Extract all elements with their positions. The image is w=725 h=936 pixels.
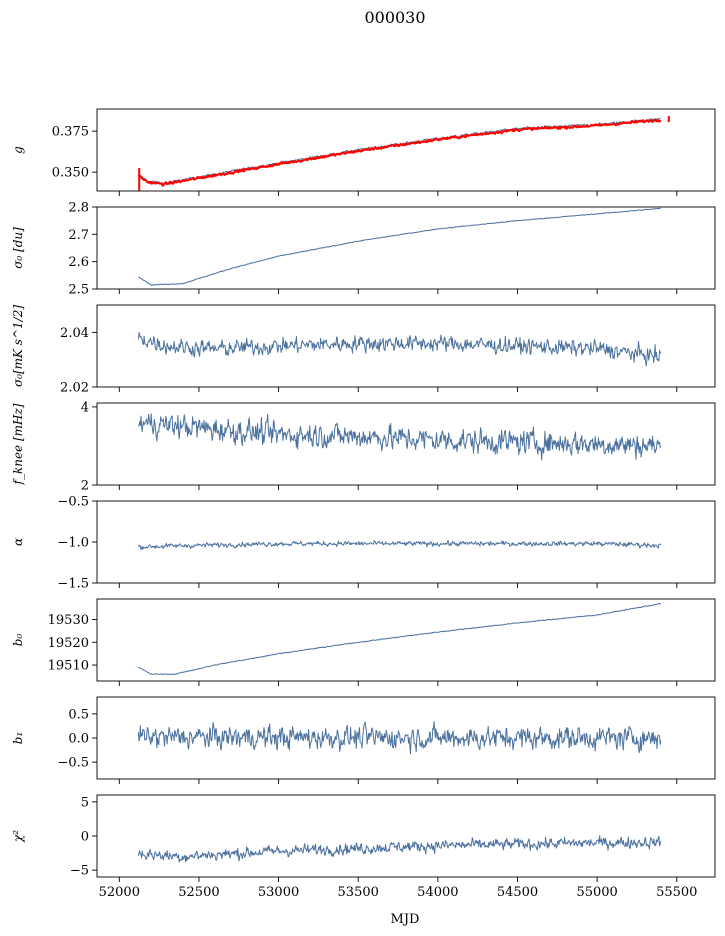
y-tick-label: 2.8 [68,201,89,216]
y-tick-label: 0.0 [68,732,89,747]
panel-1: 0.350 0.375 g [11,108,716,196]
y-tick-label: 4 [81,400,89,415]
y-tick-label: −5 [70,864,89,879]
axes-frame [96,500,716,584]
y-tick-label: −0.5 [57,756,89,771]
panel-4: 2 4 f_knee [mHz] [11,400,716,494]
axes-frame [96,206,716,290]
series-line-1 [137,835,662,863]
y-tick-label: 2.6 [68,255,89,270]
series-line-1 [137,413,662,461]
x-axis-label: MJD [391,912,420,927]
axes-frame [96,108,716,192]
y-tick-label: 0 [81,830,89,845]
axes-frame [96,794,716,878]
panel-6: 19510 19520 19530 b₀ [11,598,716,686]
y-tick-label: −1.0 [57,536,89,551]
x-tick-label: 54000 [417,885,458,900]
x-tick-label: 55000 [576,885,617,900]
axes-frame [96,304,716,388]
y-axis-label: b₁ [11,732,25,745]
y-tick-label: 0.375 [52,125,89,140]
y-tick-label: 5 [81,795,89,810]
y-tick-label: 2.7 [68,228,89,243]
y-axis-label: σ₀ [du] [11,227,25,269]
y-axis-label: f_knee [mHz] [11,403,25,485]
y-axis-label: σ₀[mK s^1/2] [11,305,25,387]
y-tick-label: 0.350 [52,166,89,181]
x-tick-label: 55500 [656,885,697,900]
y-tick-label: −1.5 [57,577,89,592]
panel-3: 2.02 2.04 σ₀[mK s^1/2] [11,304,716,396]
series-line-1 [138,207,661,286]
x-tick-label: 52000 [99,885,140,900]
x-tick-label: 53500 [338,885,379,900]
series-line-1 [137,332,662,367]
y-axis-label: χ² [11,830,25,843]
y-tick-label: 2.5 [68,283,89,298]
series-line-2 [137,118,662,187]
x-tick-label: 52500 [178,885,219,900]
y-axis-label: α [11,538,25,546]
y-axis-label: b₀ [11,634,25,647]
axes-frame [96,598,716,682]
figure-title: 000030 [364,8,425,27]
y-tick-label: 2 [81,479,89,494]
y-tick-label: 0.5 [68,707,89,722]
y-tick-label: 19510 [48,659,89,674]
x-tick-label: 53000 [258,885,299,900]
y-tick-label: 19530 [48,613,89,628]
y-tick-label: 2.04 [60,326,89,341]
y-tick-label: 19520 [48,636,89,651]
series-line-1 [138,602,662,676]
panel-5: −1.5 −1.0 −0.5 α [11,495,716,592]
y-tick-label: 2.02 [60,381,89,396]
series-line-1 [137,721,662,755]
axes-frame [96,402,716,486]
panels: 0.350 0.375 g 2.5 2.6 2.7 2.8 σ₀ [du] 2.02 2.04 σ₀… [11,108,716,900]
panel-8: −5 0 5 52000 52500 53000 53500 54000 54500 55000 5… [11,794,716,900]
y-tick-label: −0.5 [57,495,89,510]
y-axis-label: g [11,146,25,154]
panel-7: −0.5 0.0 0.5 b₁ [11,696,716,784]
panel-2: 2.5 2.6 2.7 2.8 σ₀ [du] [11,201,716,298]
x-tick-label: 54500 [497,885,538,900]
series-line-1 [137,539,661,551]
